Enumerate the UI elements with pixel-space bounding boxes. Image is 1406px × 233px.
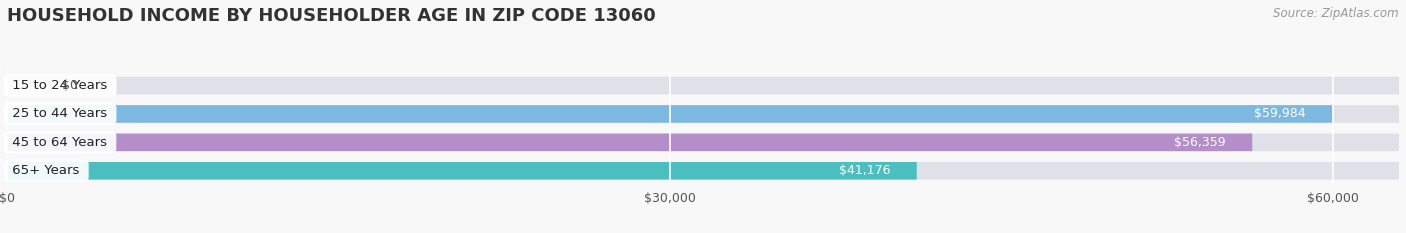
FancyBboxPatch shape — [7, 77, 1399, 94]
Text: HOUSEHOLD INCOME BY HOUSEHOLDER AGE IN ZIP CODE 13060: HOUSEHOLD INCOME BY HOUSEHOLDER AGE IN Z… — [7, 7, 655, 25]
Text: $0: $0 — [62, 79, 79, 92]
Text: 65+ Years: 65+ Years — [8, 164, 84, 177]
Text: 15 to 24 Years: 15 to 24 Years — [8, 79, 112, 92]
Text: $41,176: $41,176 — [839, 164, 890, 177]
FancyBboxPatch shape — [7, 105, 1399, 123]
Text: 25 to 44 Years: 25 to 44 Years — [8, 107, 112, 120]
Text: 45 to 64 Years: 45 to 64 Years — [8, 136, 111, 149]
FancyBboxPatch shape — [7, 162, 917, 180]
Text: Source: ZipAtlas.com: Source: ZipAtlas.com — [1274, 7, 1399, 20]
Text: $56,359: $56,359 — [1174, 136, 1226, 149]
FancyBboxPatch shape — [7, 162, 1399, 180]
FancyBboxPatch shape — [7, 134, 1253, 151]
FancyBboxPatch shape — [7, 105, 1333, 123]
FancyBboxPatch shape — [7, 134, 1399, 151]
Text: $59,984: $59,984 — [1254, 107, 1306, 120]
